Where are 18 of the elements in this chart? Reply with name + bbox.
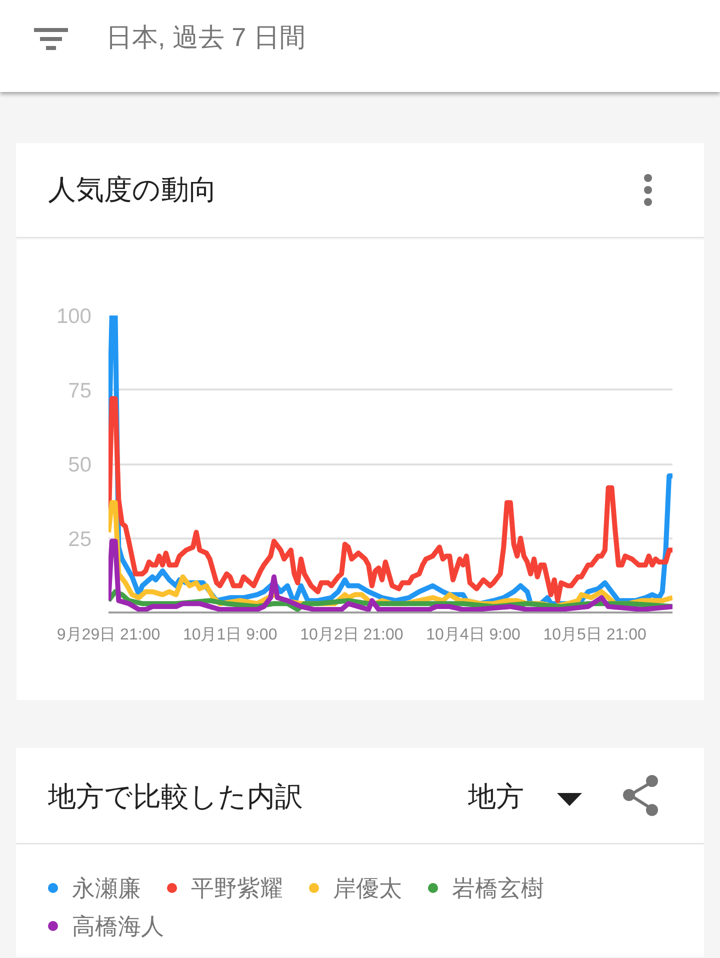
x-tick-label: 10月1日 9:00 [182,626,278,644]
y-tick-label: 50 [68,454,92,476]
x-tick-label: 10月2日 21:00 [300,626,404,644]
chart-title: 人気度の動向 [48,173,217,207]
legend-label: 岸優太 [333,874,402,903]
x-tick-label: 10月5日 21:00 [543,626,647,644]
legend-label: 永瀬廉 [72,874,141,903]
x-tick-label: 10月4日 9:00 [426,626,520,644]
chart-subtitle: 日本, 過去 7 日間 [106,21,306,54]
text: 地方 [468,780,524,814]
legend-label: 平野紫耀 [191,874,283,903]
text: 地方で比較した内訳 [48,780,303,814]
y-tick-label: 100 [56,305,92,328]
x-tick-label: 9月29日 21:00 [56,626,160,644]
legend-label: 岩橋玄樹 [452,874,544,903]
y-tick-label: 75 [68,379,92,402]
y-tick-label: 25 [68,528,92,551]
legend-label: 高橋海人 [72,912,164,941]
